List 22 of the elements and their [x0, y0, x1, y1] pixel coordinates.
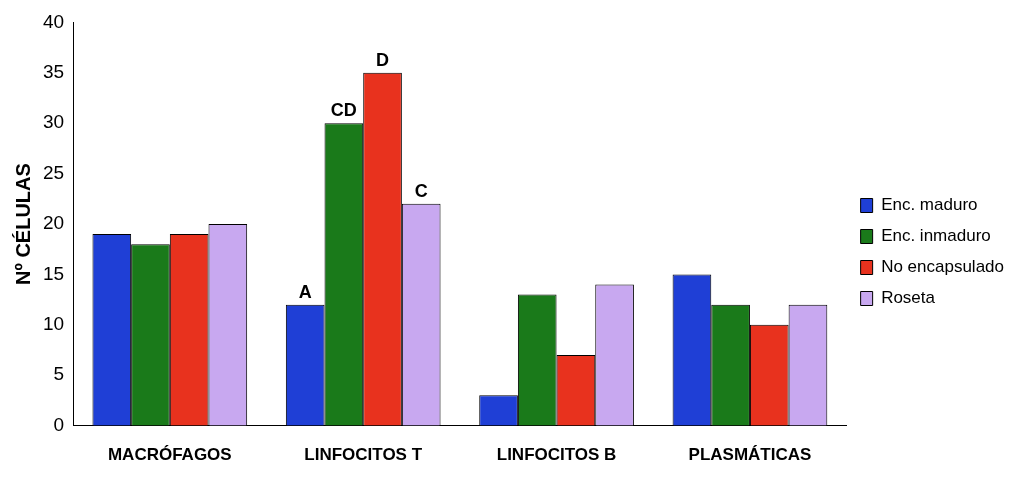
annotation: CD [330, 100, 357, 121]
x-tick-label: PLASMÁTICAS [688, 445, 812, 465]
legend-label: Roseta [881, 288, 936, 308]
y-tick-label: 25 [42, 161, 65, 183]
y-tick-label: 35 [42, 61, 65, 83]
y-tick-label: 5 [53, 363, 65, 385]
legend-label: Enc. inmaduro [881, 226, 991, 246]
x-tick-label: MACRÓFAGOS [107, 445, 232, 465]
y-tick-label: 15 [42, 262, 65, 284]
y-tick-label: 20 [42, 212, 65, 234]
y-axis-title: Nº CÉLULAS [11, 163, 34, 285]
y-tick-label: 40 [42, 10, 65, 32]
annotation: A [298, 281, 312, 302]
y-tick-label: 0 [53, 413, 65, 435]
annotation: D [376, 49, 390, 70]
legend-label: No encapsulado [881, 257, 1005, 277]
x-tick-label: LINFOCITOS B [496, 445, 617, 465]
x-tick-label: LINFOCITOS T [304, 445, 423, 465]
y-tick-label: 10 [42, 313, 65, 335]
y-tick-label: 30 [42, 111, 65, 133]
annotation: C [414, 180, 428, 201]
legend-label: Enc. maduro [881, 195, 978, 215]
